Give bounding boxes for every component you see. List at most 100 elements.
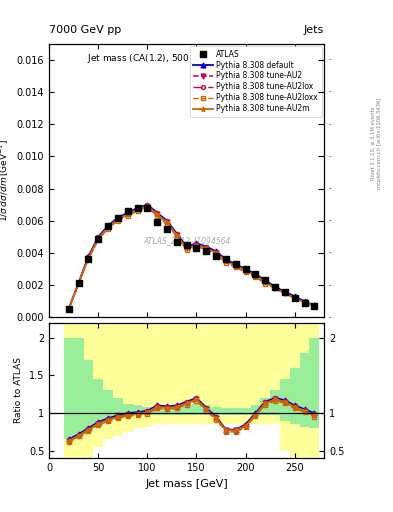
Pythia 8.308 tune-AU2 bbox=[263, 279, 268, 285]
Pythia 8.308 tune-AU2m bbox=[76, 280, 81, 286]
Pythia 8.308 tune-AU2m bbox=[96, 236, 101, 242]
Pythia 8.308 tune-AU2lox bbox=[302, 299, 307, 305]
ATLAS bbox=[106, 223, 110, 229]
Pythia 8.308 tune-AU2lox bbox=[145, 203, 150, 209]
Pythia 8.308 default bbox=[66, 306, 71, 312]
ATLAS bbox=[116, 215, 120, 221]
Pythia 8.308 tune-AU2loxx bbox=[135, 208, 140, 214]
Pythia 8.308 tune-AU2lox bbox=[292, 295, 297, 301]
Pythia 8.308 tune-AU2lox bbox=[96, 236, 101, 242]
Pythia 8.308 tune-AU2m bbox=[155, 211, 160, 218]
Pythia 8.308 tune-AU2lox bbox=[165, 219, 169, 225]
Pythia 8.308 default bbox=[106, 223, 110, 229]
Pythia 8.308 tune-AU2loxx bbox=[155, 213, 160, 219]
ATLAS bbox=[224, 257, 228, 263]
Pythia 8.308 tune-AU2 bbox=[76, 280, 81, 286]
Line: ATLAS: ATLAS bbox=[66, 205, 318, 312]
Pythia 8.308 tune-AU2 bbox=[116, 216, 120, 222]
Pythia 8.308 tune-AU2 bbox=[66, 306, 71, 312]
Pythia 8.308 tune-AU2 bbox=[214, 250, 219, 256]
Pythia 8.308 default bbox=[204, 244, 209, 250]
Line: Pythia 8.308 default: Pythia 8.308 default bbox=[66, 202, 317, 311]
Pythia 8.308 tune-AU2 bbox=[86, 255, 91, 261]
Pythia 8.308 tune-AU2loxx bbox=[283, 290, 287, 296]
Pythia 8.308 default bbox=[174, 230, 179, 237]
Pythia 8.308 tune-AU2lox bbox=[125, 211, 130, 218]
ATLAS bbox=[312, 303, 317, 309]
Pythia 8.308 default bbox=[76, 280, 81, 286]
Pythia 8.308 default bbox=[312, 302, 317, 308]
Pythia 8.308 tune-AU2 bbox=[283, 290, 287, 296]
ATLAS bbox=[165, 226, 169, 232]
Pythia 8.308 tune-AU2m bbox=[273, 285, 277, 291]
Pythia 8.308 default bbox=[263, 278, 268, 284]
Pythia 8.308 tune-AU2 bbox=[155, 211, 160, 218]
Pythia 8.308 tune-AU2lox bbox=[263, 279, 268, 285]
X-axis label: Jet mass [GeV]: Jet mass [GeV] bbox=[145, 479, 228, 488]
ATLAS bbox=[243, 266, 248, 272]
Text: 7000 GeV pp: 7000 GeV pp bbox=[49, 25, 121, 35]
Pythia 8.308 tune-AU2m bbox=[312, 303, 317, 309]
Pythia 8.308 tune-AU2lox bbox=[312, 303, 317, 309]
Pythia 8.308 tune-AU2m bbox=[224, 258, 228, 264]
ATLAS bbox=[145, 205, 150, 211]
Pythia 8.308 tune-AU2 bbox=[253, 272, 258, 279]
Text: Rivet 3.1.10, ≥ 3.1M events: Rivet 3.1.10, ≥ 3.1M events bbox=[371, 106, 375, 180]
Pythia 8.308 default bbox=[224, 257, 228, 263]
ATLAS bbox=[66, 306, 71, 312]
Pythia 8.308 tune-AU2 bbox=[184, 245, 189, 251]
ATLAS bbox=[135, 205, 140, 211]
Pythia 8.308 tune-AU2loxx bbox=[302, 300, 307, 306]
Pythia 8.308 default bbox=[283, 289, 287, 295]
Pythia 8.308 tune-AU2m bbox=[263, 279, 268, 285]
ATLAS bbox=[184, 242, 189, 248]
Pythia 8.308 tune-AU2loxx bbox=[204, 247, 209, 253]
Text: ATLAS_2012_I1094564: ATLAS_2012_I1094564 bbox=[143, 236, 230, 245]
Y-axis label: $1/\sigma\,d\sigma/dm\,[\mathrm{GeV}^{-1}]$: $1/\sigma\,d\sigma/dm\,[\mathrm{GeV}^{-1… bbox=[0, 139, 11, 222]
Pythia 8.308 tune-AU2lox bbox=[253, 272, 258, 279]
Pythia 8.308 tune-AU2 bbox=[106, 224, 110, 230]
ATLAS bbox=[292, 295, 297, 301]
Pythia 8.308 tune-AU2m bbox=[214, 250, 219, 256]
Pythia 8.308 tune-AU2loxx bbox=[292, 295, 297, 301]
Line: Pythia 8.308 tune-AU2loxx: Pythia 8.308 tune-AU2loxx bbox=[67, 206, 316, 311]
Pythia 8.308 tune-AU2loxx bbox=[243, 269, 248, 275]
Pythia 8.308 default bbox=[145, 202, 150, 208]
ATLAS bbox=[76, 280, 81, 286]
ATLAS bbox=[86, 255, 91, 262]
ATLAS bbox=[273, 284, 277, 290]
Pythia 8.308 tune-AU2 bbox=[204, 245, 209, 251]
Pythia 8.308 tune-AU2lox bbox=[194, 242, 199, 248]
Pythia 8.308 tune-AU2m bbox=[66, 306, 71, 312]
Pythia 8.308 tune-AU2loxx bbox=[116, 218, 120, 224]
ATLAS bbox=[302, 300, 307, 306]
Line: Pythia 8.308 tune-AU2lox: Pythia 8.308 tune-AU2lox bbox=[67, 204, 316, 311]
ATLAS bbox=[174, 239, 179, 245]
Pythia 8.308 tune-AU2loxx bbox=[194, 244, 199, 250]
Pythia 8.308 default bbox=[184, 244, 189, 250]
Pythia 8.308 tune-AU2m bbox=[86, 255, 91, 261]
Pythia 8.308 tune-AU2m bbox=[116, 216, 120, 222]
Pythia 8.308 tune-AU2loxx bbox=[273, 285, 277, 291]
ATLAS bbox=[253, 271, 258, 277]
Pythia 8.308 default bbox=[292, 293, 297, 300]
Pythia 8.308 tune-AU2m bbox=[125, 211, 130, 218]
Pythia 8.308 default bbox=[273, 284, 277, 290]
Pythia 8.308 tune-AU2loxx bbox=[125, 213, 130, 219]
Pythia 8.308 tune-AU2lox bbox=[184, 245, 189, 251]
Pythia 8.308 tune-AU2lox bbox=[155, 211, 160, 218]
Text: Jets: Jets bbox=[304, 25, 324, 35]
Pythia 8.308 default bbox=[135, 205, 140, 211]
Pythia 8.308 tune-AU2loxx bbox=[76, 280, 81, 286]
Pythia 8.308 tune-AU2loxx bbox=[214, 251, 219, 258]
ATLAS bbox=[194, 245, 199, 251]
Pythia 8.308 tune-AU2lox bbox=[116, 216, 120, 222]
ATLAS bbox=[233, 261, 238, 267]
Pythia 8.308 tune-AU2loxx bbox=[224, 260, 228, 266]
Pythia 8.308 tune-AU2m bbox=[253, 272, 258, 279]
Pythia 8.308 default bbox=[86, 253, 91, 259]
Pythia 8.308 default bbox=[155, 209, 160, 216]
ATLAS bbox=[263, 278, 268, 284]
ATLAS bbox=[155, 219, 160, 225]
Pythia 8.308 default bbox=[125, 209, 130, 216]
